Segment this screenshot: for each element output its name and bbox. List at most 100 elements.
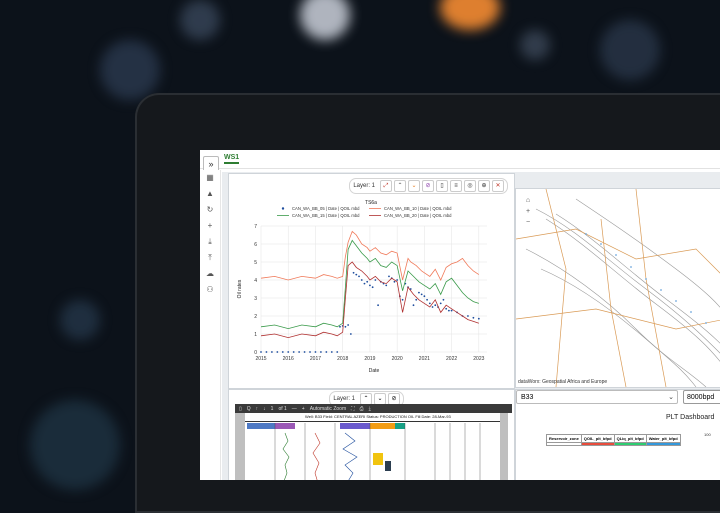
well-select[interactable]: B33 ⌄	[516, 390, 678, 404]
data-point	[409, 288, 412, 290]
legend-label: CAN_WA_BB_20 | Date | QOIL mbd	[384, 213, 452, 218]
data-point	[330, 351, 333, 353]
data-point	[336, 351, 339, 353]
data-point	[423, 295, 426, 298]
workspace-tab[interactable]: WS1	[224, 154, 240, 164]
users-icon[interactable]: ⚇	[206, 285, 214, 294]
refresh-icon[interactable]: ↻	[206, 205, 214, 214]
axis-label: 100	[704, 432, 711, 437]
y-tick-label: 7	[254, 224, 257, 230]
upload-icon[interactable]: ⤒	[208, 253, 212, 262]
map-panel[interactable]: ⌂ + − dataWorx: Geospatial Africa and Eu…	[516, 189, 720, 387]
pdf-page-area[interactable]: Well: B33 Field: CENTRAL AZERI Status: P…	[235, 413, 508, 480]
pdf-viewer-panel: Layer: 1 ⌃ ⌄ ⊘ ▯ Q ↑ ↓ 1 of 1— + Automatic Zoom…	[229, 390, 514, 480]
map-canvas[interactable]	[516, 189, 720, 387]
data-point	[434, 304, 437, 307]
pdf-toolbar-item[interactable]: ↓	[263, 405, 266, 412]
bokeh-light	[180, 0, 220, 40]
pdf-toolbar-item[interactable]: ▯	[239, 405, 242, 412]
sidebar: ▦ ▲ ↻ + ⤓ ⤒ ☁ ⚇	[200, 170, 221, 480]
pdf-toolbar: ▯ Q ↑ ↓ 1 of 1 — + Automatic Zoom ⛶ ⎙ ⤓	[235, 404, 512, 413]
y-tick-label: 6	[254, 242, 257, 248]
cloud-icon[interactable]: ☁	[206, 269, 214, 278]
pdf-toolbar-item[interactable]: Automatic Zoom	[309, 405, 347, 412]
data-point	[369, 284, 371, 287]
data-point	[292, 351, 295, 353]
pdf-toolbar-item[interactable]: ⎙	[359, 405, 364, 412]
pdf-toolbar-item[interactable]: —	[291, 405, 297, 412]
data-point	[320, 351, 322, 353]
data-point	[298, 351, 301, 353]
legend-marker	[281, 207, 285, 210]
series-line	[260, 239, 479, 330]
pdf-toolbar-item[interactable]: +	[301, 405, 305, 412]
plus-icon[interactable]: +	[207, 221, 213, 230]
series-line	[260, 230, 480, 281]
home-icon[interactable]: ⌂	[525, 197, 531, 204]
data-point	[445, 307, 448, 310]
target-icon[interactable]: ◎	[464, 180, 476, 192]
data-point	[472, 316, 475, 319]
y-tick-label: 5	[254, 260, 257, 266]
pdf-toolbar-item[interactable]: ↑	[255, 405, 259, 412]
data-point	[377, 304, 379, 307]
data-point	[270, 351, 273, 353]
pdf-toolbar-item[interactable]: of 1	[278, 405, 287, 412]
pdf-toolbar-item[interactable]: ⤓	[368, 405, 371, 412]
download-icon[interactable]: ⤓	[208, 237, 212, 246]
legend-label: CAN_WA_BB_10 | Date | QOIL mbd	[384, 206, 452, 211]
data-point	[415, 298, 418, 301]
add-icon[interactable]: ⊕	[478, 180, 490, 192]
copy-icon[interactable]: ▯	[436, 180, 448, 192]
table-header: Water_plt_bfpd	[645, 434, 681, 443]
zoom-out-icon[interactable]: −	[525, 219, 531, 226]
data-point	[401, 298, 404, 301]
data-point	[347, 324, 350, 326]
data-point	[325, 351, 328, 353]
x-tick-label: 2015	[255, 356, 266, 362]
pdf-toolbar-item[interactable]: ⛶	[351, 405, 355, 412]
y-tick-label: 2	[254, 314, 257, 320]
data-point	[260, 351, 262, 353]
x-tick-label: 2021	[419, 356, 430, 362]
move-up-icon[interactable]: ⌃	[394, 180, 406, 192]
chart-toolbar: Layer: 1 ⤢ ⌃ ⌄ ⊘ ▯ ≡ ◎ ⊕ ✕	[349, 178, 508, 194]
chart-icon[interactable]: ▲	[206, 189, 214, 198]
table-header: QOIL_plt_bfpd	[580, 434, 615, 443]
x-tick-label: 2019	[364, 356, 375, 362]
menu-icon[interactable]: ≡	[450, 180, 462, 192]
data-point	[360, 279, 363, 281]
data-point	[281, 351, 284, 353]
x-tick-label: 2023	[473, 356, 484, 362]
table-cell	[580, 442, 615, 446]
data-point	[371, 286, 374, 289]
series-line	[260, 261, 479, 339]
map-controls: ⌂ + −	[524, 197, 532, 227]
close-icon[interactable]: ✕	[492, 180, 504, 192]
move-down-icon[interactable]: ⌄	[408, 180, 420, 192]
data-point	[265, 351, 268, 353]
x-tick-label: 2018	[337, 356, 348, 362]
rate-input[interactable]: 8000bpd	[683, 390, 720, 404]
bokeh-light	[300, 0, 350, 40]
log-header: Well: B33 Field: CENTRAL AZERI Status: P…	[305, 414, 451, 419]
data-point	[276, 351, 279, 353]
legend-label: CAN_WA_BB_15 | Date | QOIL mbd	[292, 213, 360, 218]
data-point	[431, 306, 434, 308]
data-point	[339, 325, 341, 328]
bokeh-light	[600, 20, 660, 80]
pdf-sheet: Well: B33 Field: CENTRAL AZERI Status: P…	[245, 413, 500, 480]
data-point	[388, 275, 390, 278]
hide-icon[interactable]: ⊘	[422, 180, 434, 192]
chevron-down-icon: ⌄	[668, 394, 674, 401]
table-icon[interactable]: ▦	[206, 173, 214, 182]
data-point	[287, 351, 290, 353]
fullscreen-icon[interactable]: ⤢	[380, 180, 392, 192]
bokeh-light	[60, 300, 100, 340]
pdf-toolbar-item[interactable]: 1	[270, 405, 274, 412]
pdf-toolbar-item[interactable]: Q	[246, 405, 251, 412]
zoom-in-icon[interactable]: +	[525, 208, 531, 215]
data-point	[442, 298, 445, 301]
data-point	[393, 280, 396, 283]
